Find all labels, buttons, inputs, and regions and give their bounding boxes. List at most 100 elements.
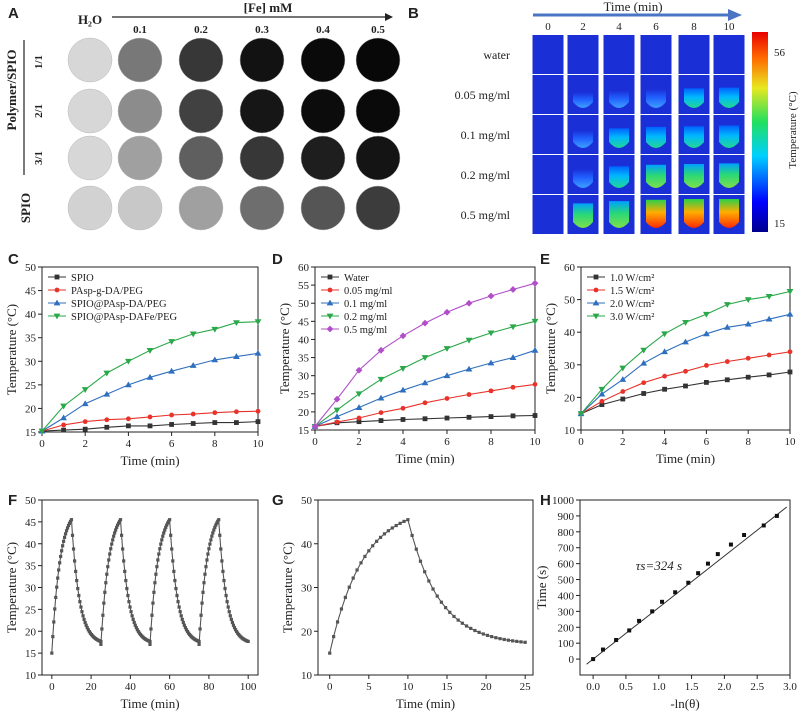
data-point-s0-28 [439, 600, 444, 604]
legend-marker-2 [592, 299, 600, 306]
x-tick-label-3: 60 [164, 681, 176, 693]
data-point-s3-6 [443, 346, 451, 352]
phantom-r1-c1 [117, 88, 163, 134]
y-tick-label-5: 40 [298, 334, 310, 346]
time-label-1: 2 [580, 21, 586, 33]
y-tick-label-4: 50 [301, 495, 313, 507]
legend-entry-0: Water [344, 273, 369, 284]
data-point-s0-56 [106, 565, 110, 569]
data-point-s3-3 [377, 376, 385, 383]
y-tick-label-4: 35 [298, 353, 310, 365]
data-point-s4-4 [399, 332, 407, 340]
data-point-s0-174 [224, 593, 228, 598]
y-axis-label: Temperature (°C) [4, 542, 19, 633]
x-tick-label-3: 6 [704, 436, 710, 448]
data-point-s3-6 [168, 339, 175, 345]
data-point-s2-9 [765, 315, 773, 322]
phantom-r1-c5 [355, 88, 401, 134]
thermal-tube-r3-c4 [684, 164, 704, 188]
data-point-s3-0 [577, 411, 585, 418]
data-point-s0-1 [599, 402, 605, 407]
data-point-s2-5 [421, 379, 429, 386]
data-point-s3-9 [765, 293, 773, 300]
data-point-s0-169 [219, 547, 223, 551]
water-column-label: H₂O [78, 12, 102, 27]
data-point-s0-172 [222, 578, 226, 583]
legend-entry-4: 0.5 mg/ml [344, 325, 387, 336]
data-point-s3-9 [509, 324, 517, 331]
legend-entry-2: 0.1 mg/ml [344, 299, 387, 310]
data-point-s0-54 [104, 581, 108, 585]
x-tick-label-1: 2 [620, 436, 626, 448]
data-point-s2-9 [509, 354, 517, 360]
data-point-s0-51 [101, 613, 105, 617]
data-point-s1-6 [704, 363, 709, 368]
data-point-s0-12 [62, 539, 66, 543]
phantom-r2-c2 [178, 135, 224, 181]
data-point-s0-119 [169, 533, 173, 537]
data-point-s0-57 [107, 558, 111, 562]
data-point-s0-3 [53, 607, 57, 611]
time-label-5: 10 [724, 21, 736, 33]
data-point-s0-80 [130, 614, 134, 618]
x-tick-label-4: 8 [212, 438, 218, 450]
y-tick-label-6: 45 [298, 316, 310, 328]
y-tick-label-8: 800 [558, 527, 575, 539]
data-point-s0-82 [132, 620, 136, 625]
data-point-s0-4 [343, 595, 347, 600]
data-point-s0-10 [60, 549, 64, 553]
data-point-s0-159 [209, 538, 213, 542]
x-tick-label-0: 0 [578, 436, 584, 448]
data-point-s0-32 [456, 618, 460, 622]
y-axis-label: Temperature (°C) [280, 542, 295, 633]
data-point-s0-44 [506, 638, 511, 642]
y-tick-label-0: 15 [298, 425, 310, 437]
x-tick-label-3: 1.5 [685, 681, 699, 693]
legend-entry-0: 1.0 W/cm² [610, 273, 654, 284]
data-point-s0-115 [165, 523, 169, 527]
data-point-s3-4 [125, 358, 132, 365]
panel-b-thermal-images: Time (min) 0 2 4 6 8 10 water 0.05 mg/ml 0.1 mg… [455, 0, 799, 234]
data-point-s1-8 [488, 388, 494, 394]
thermal-tube-r4-c4 [684, 199, 704, 228]
data-point-s0-4 [400, 417, 406, 422]
data-point-s0-123 [173, 578, 177, 583]
thermal-tube-r3-c3 [646, 164, 666, 188]
x-tick-label-0: 0 [49, 681, 55, 693]
time-label-2: 4 [616, 21, 622, 33]
phantom-r1-c0 [67, 88, 113, 134]
legend-marker-0 [593, 274, 599, 280]
data-point-s3-2 [81, 387, 89, 393]
thermal-tube-r1-c2 [609, 90, 629, 108]
data-point-s1-5 [147, 414, 153, 420]
thermal-cell-r2-c0 [532, 115, 564, 154]
data-point-s0-58 [108, 552, 112, 556]
data-point-s0-29 [79, 605, 83, 609]
data-point-s0-6 [351, 576, 355, 580]
data-point-s1-6 [444, 396, 450, 401]
data-point-s0-50 [100, 627, 104, 631]
data-point-s0-134 [184, 628, 189, 632]
data-point-s0-38 [481, 632, 485, 636]
data-point-s3-3 [640, 347, 648, 354]
x-tick-label-4: 20 [481, 681, 493, 693]
data-point-s0-2 [82, 426, 88, 432]
data-point-s0-147 [197, 642, 201, 646]
thermal-cell-r3-c0 [532, 155, 564, 194]
chart-d-concentration-heating: 0 2 4 6 8 10 15 20 25 30 35 40 45 50 55 60 Time (min) Tem… [277, 262, 541, 466]
data-point-s0-102 [152, 590, 156, 594]
data-point-s1-7 [466, 392, 472, 397]
y-tick-label-1: 20 [564, 392, 576, 404]
data-point-s2-8 [211, 356, 219, 363]
data-point-s4-9 [509, 286, 517, 293]
x-axis-label: Time (min) [395, 451, 454, 466]
x-tick-label-1: 0.5 [619, 681, 633, 693]
data-point-s0-85 [135, 628, 139, 632]
phantom-r0-c5 [355, 37, 401, 83]
data-point-s0-5 [422, 416, 428, 422]
data-point-s0-162 [212, 528, 216, 532]
series-line-0 [51, 517, 249, 654]
y-tick-label-7: 50 [298, 298, 310, 310]
data-point-s0-70 [119, 533, 124, 537]
phantom-r1-c3 [239, 88, 285, 134]
